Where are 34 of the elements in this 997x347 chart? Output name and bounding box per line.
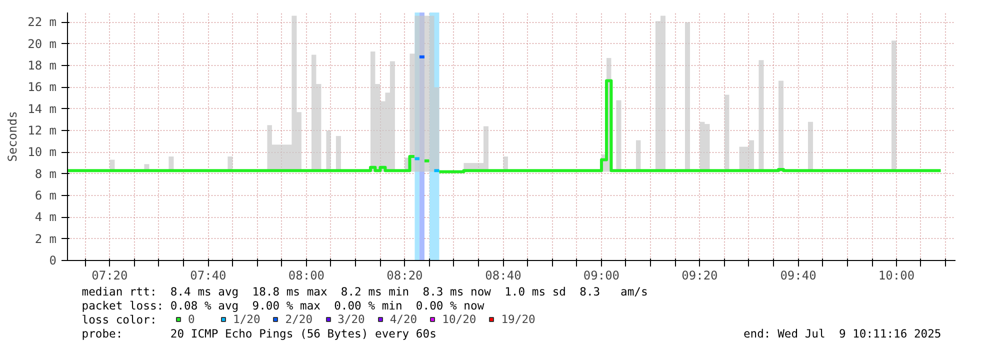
legend-label: 1/20	[233, 312, 260, 326]
legend-label: 10/20	[442, 312, 476, 326]
x-tick-label: 10:00	[878, 268, 915, 282]
legend-label: 19/20	[501, 312, 536, 326]
x-tick-label: 07:40	[190, 268, 226, 282]
text: packet loss: 0.08 % avg 9.00 % max 0.00 % min 0.00 % now	[82, 298, 484, 312]
legend-label: 0	[188, 312, 196, 326]
y-tick-label: 18 m	[28, 58, 57, 73]
x-tick-label: 09:00	[583, 268, 620, 282]
y-tick-label: 14 m	[28, 102, 57, 116]
legend-title: loss color:	[82, 312, 157, 326]
y-tick-label: 0	[49, 254, 57, 268]
legend-label: 4/20	[390, 312, 418, 326]
y-tick-label: 16 m	[28, 80, 57, 94]
x-tick-label: 08:00	[288, 268, 325, 282]
x-tick-label: 09:20	[682, 268, 718, 282]
y-axis-title: Seconds	[6, 111, 20, 162]
legend-label: 2/20	[285, 312, 313, 326]
y-tick-label: 10 m	[28, 145, 57, 160]
y-tick-label: 8 m	[34, 166, 57, 181]
legend-label: 3/20	[338, 312, 365, 326]
x-tick-label: 08:40	[485, 268, 522, 282]
y-tick-label: 22 m	[28, 15, 57, 30]
x-tick-label: 09:40	[780, 268, 816, 282]
y-tick-label: 6 m	[34, 188, 57, 203]
x-tick-label: 08:20	[386, 268, 423, 282]
text: probe: 20 ICMP Echo Pings (56 Bytes) every 60s	[82, 326, 436, 340]
text: median rtt: 8.4 ms avg 18.8 ms max 8.2 ms min 8.3 ms now 1.0 ms sd 8.3 am/s	[82, 284, 648, 298]
text: end: Wed Jul 9 10:11:16 2025	[743, 326, 942, 340]
y-tick-label: 12 m	[28, 124, 57, 138]
y-tick-label: 20 m	[28, 36, 57, 51]
y-tick-label: 4 m	[34, 210, 57, 224]
x-tick-label: 07:20	[92, 268, 128, 282]
y-tick-label: 2 m	[34, 232, 57, 246]
